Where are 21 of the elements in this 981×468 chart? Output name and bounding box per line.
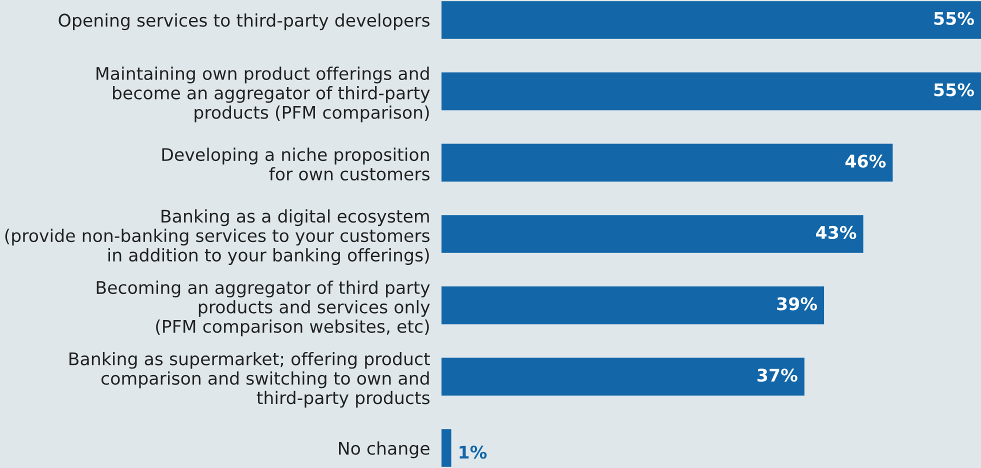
data-label: 1% xyxy=(460,446,487,459)
bar xyxy=(441,286,824,324)
bar xyxy=(441,358,804,396)
data-label: 43% xyxy=(816,226,856,240)
y-tick-label: Banking as a digital ecosystem (provide non-banking services to your customers in addition to your banking offerings) xyxy=(5,209,430,265)
data-label: 39% xyxy=(777,297,818,310)
y-tick-label: No change xyxy=(339,441,430,458)
y-tick-label: Becoming an aggregator of third party products and services only (PFM comparison websites, etc) xyxy=(96,280,430,336)
bar xyxy=(441,429,452,467)
bar xyxy=(441,1,981,39)
data-label: 55% xyxy=(934,12,974,26)
bar xyxy=(441,144,893,182)
bar xyxy=(441,215,864,253)
data-label: 46% xyxy=(845,154,886,168)
data-label: 37% xyxy=(758,368,798,382)
data-label: 55% xyxy=(934,83,974,96)
y-tick-label: Banking as supermarket; offering product comparison and switching to own and third-party products xyxy=(70,352,430,408)
bar xyxy=(441,72,981,110)
y-tick-label: Developing a niche proposition for own customers xyxy=(162,148,430,181)
y-tick-label: Opening services to third-party developers xyxy=(58,13,430,30)
y-tick-label: Maintaining own product offerings and become an aggregator of third-party products (PFM comparison) xyxy=(96,66,430,122)
